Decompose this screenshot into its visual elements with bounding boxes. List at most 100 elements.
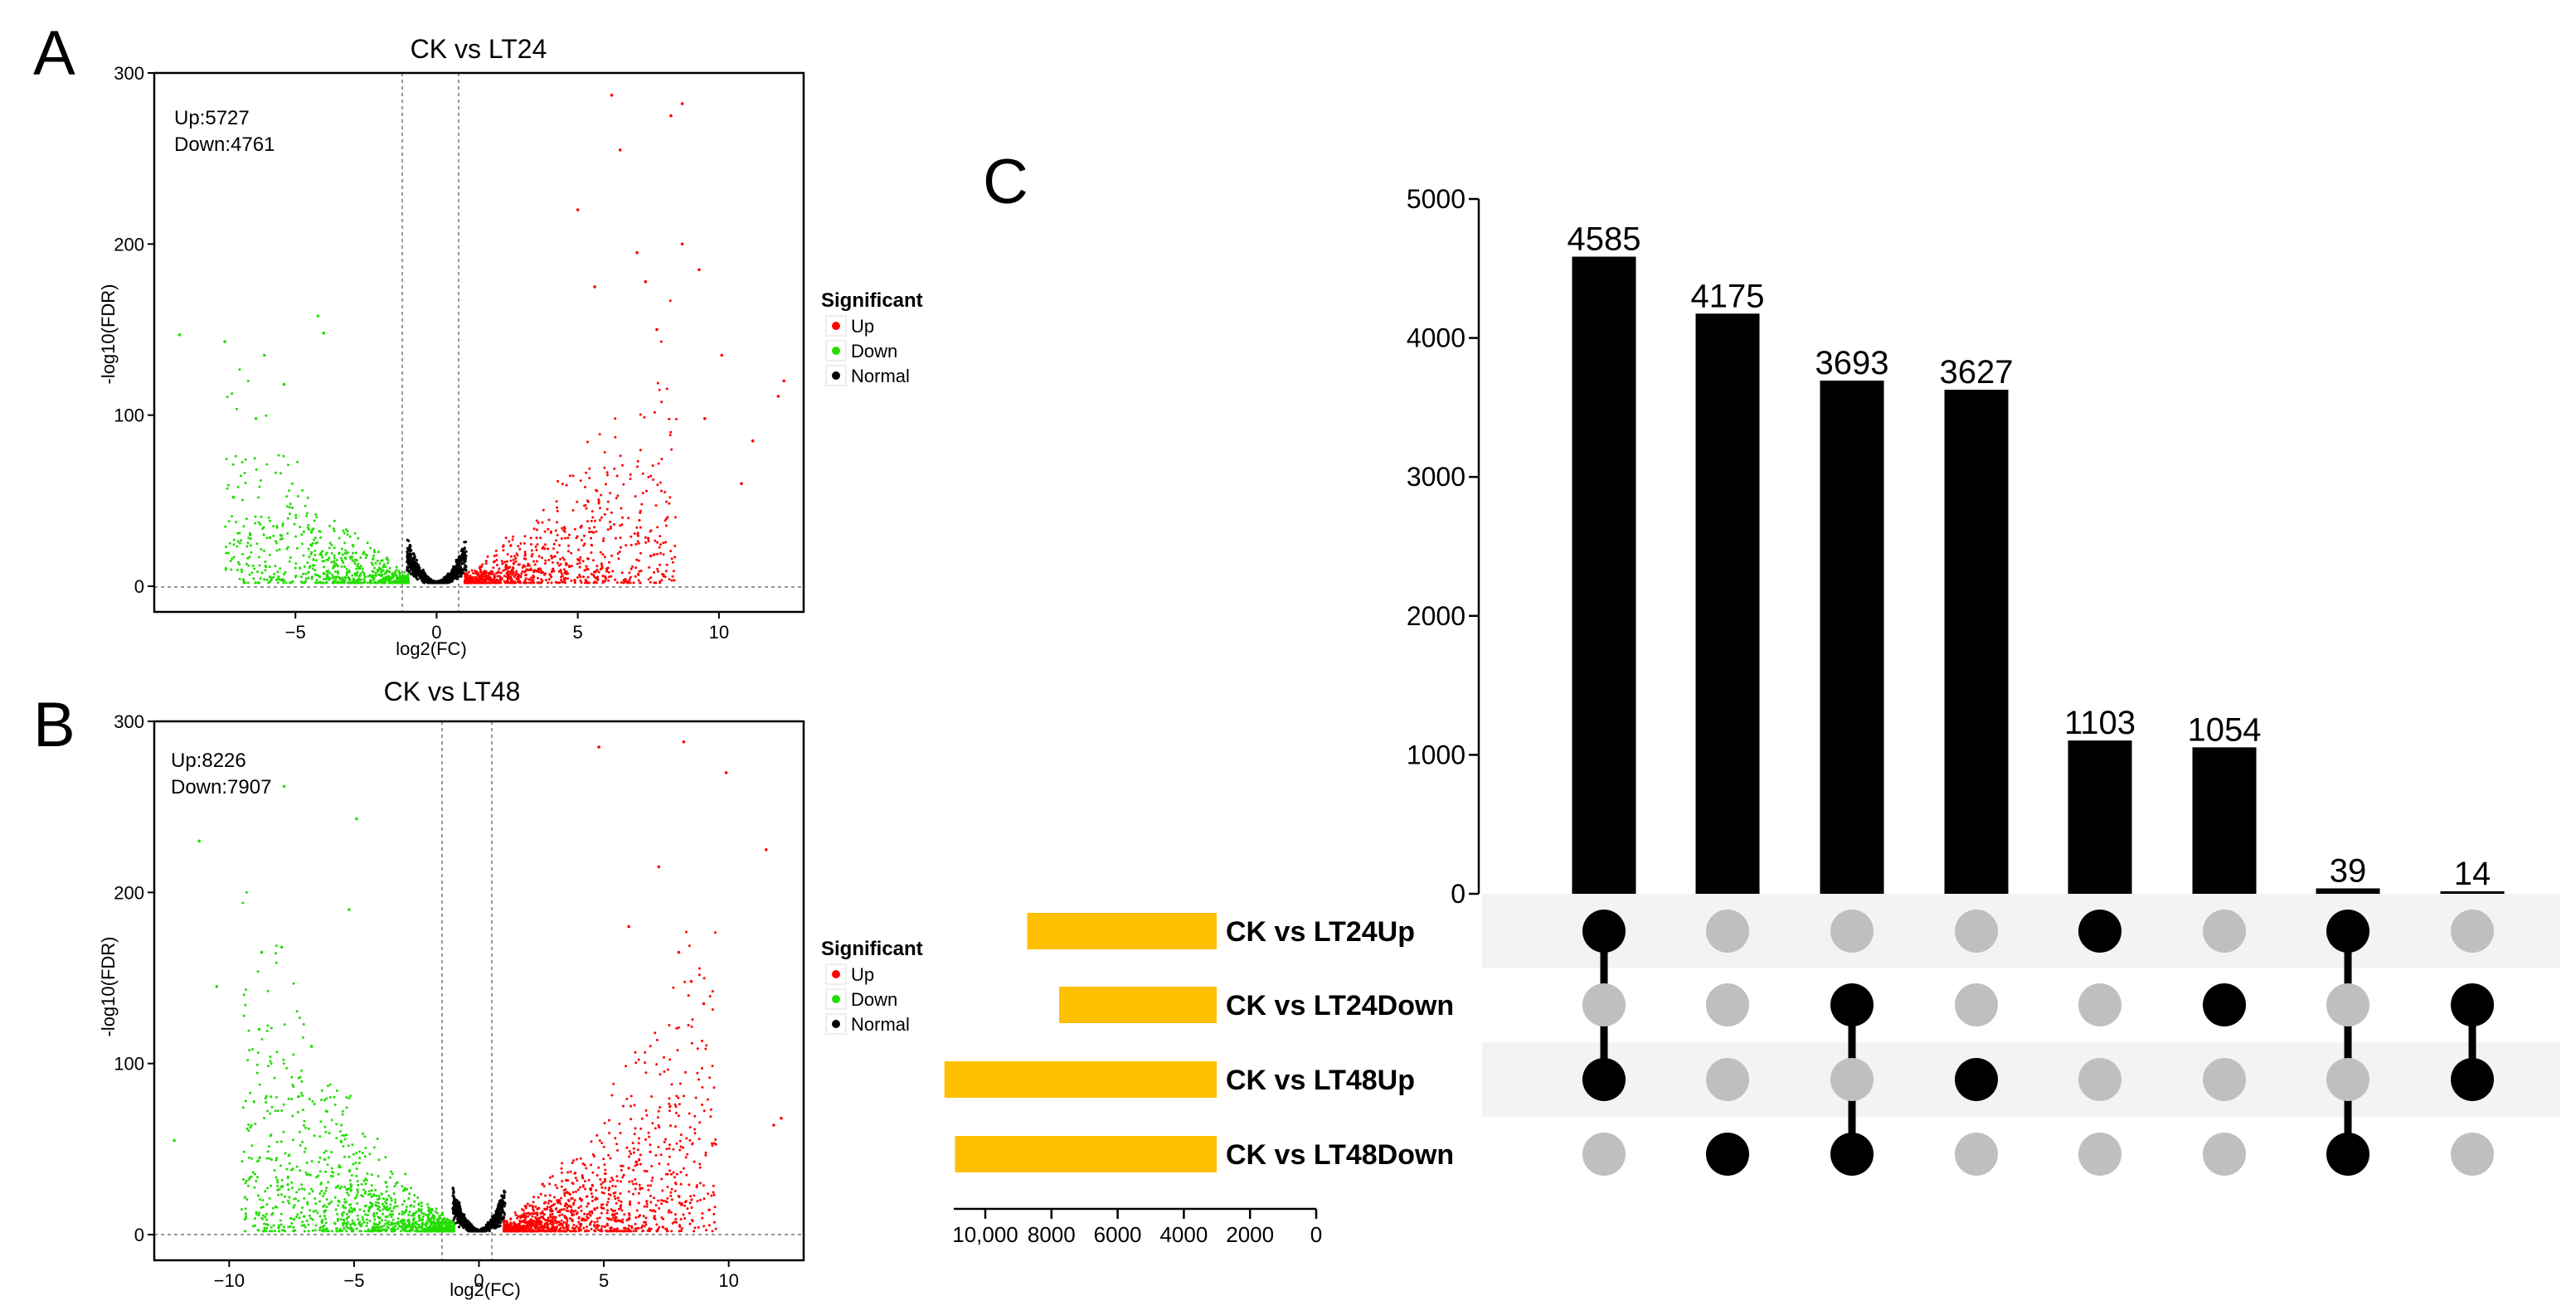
down-point (335, 559, 338, 561)
up-point (503, 575, 506, 578)
up-point (684, 1070, 687, 1074)
up-point (659, 1106, 662, 1109)
down-point (359, 565, 362, 568)
up-point (560, 1219, 563, 1222)
down-point (358, 578, 362, 581)
up-point (521, 570, 524, 573)
normal-point (453, 1216, 456, 1220)
up-point (593, 1155, 596, 1158)
up-point (655, 1063, 659, 1066)
down-point (366, 581, 369, 585)
up-point (498, 567, 501, 570)
down-point (369, 580, 372, 584)
up-point (708, 995, 712, 998)
up-point (502, 549, 505, 552)
up-point (526, 1202, 529, 1206)
down-point (287, 463, 289, 467)
normal-point (500, 1205, 503, 1208)
up-point (522, 564, 525, 567)
down-point (256, 970, 260, 973)
normal-point (414, 569, 417, 573)
down-point (266, 1150, 270, 1153)
down-point (275, 1140, 279, 1143)
down-point (352, 560, 356, 563)
up-point (654, 539, 657, 542)
down-point (381, 1219, 384, 1222)
normal-point (406, 568, 409, 571)
down-point (365, 1225, 368, 1227)
up-point (509, 575, 513, 579)
up-point (645, 1170, 649, 1173)
up-point (464, 580, 466, 583)
up-point (683, 1094, 685, 1098)
up-point (712, 1086, 716, 1089)
down-point (399, 580, 402, 582)
up-point (566, 550, 570, 553)
up-point (634, 1051, 637, 1054)
down-point (312, 1210, 315, 1213)
up-point (532, 1212, 535, 1216)
up-point (565, 1225, 568, 1229)
down-point (251, 1171, 255, 1174)
normal-point (483, 1228, 487, 1231)
up-point (507, 570, 509, 573)
up-point (590, 1163, 592, 1167)
up-point (586, 575, 590, 579)
legend-item-normal: Normal (825, 365, 910, 386)
down-point (262, 526, 265, 529)
up-point (607, 579, 610, 582)
down-point (240, 568, 243, 571)
up-point (560, 1185, 563, 1188)
up-point (682, 1146, 685, 1149)
up-point (674, 1213, 677, 1216)
down-point (401, 1213, 404, 1216)
down-point (336, 570, 339, 573)
up-point (658, 546, 661, 549)
up-point (702, 1197, 706, 1201)
down-point (225, 551, 228, 555)
up-point (531, 552, 534, 556)
normal-point (470, 1229, 474, 1232)
up-point (506, 553, 509, 556)
up-point (509, 559, 513, 562)
up-point (639, 512, 642, 514)
up-point (579, 575, 582, 579)
up-point (539, 536, 542, 540)
up-point (691, 1018, 694, 1021)
up-point (674, 418, 678, 420)
up-point (670, 1083, 673, 1086)
up-point (672, 986, 675, 989)
up-point (586, 1213, 589, 1216)
up-point (484, 579, 487, 582)
up-point (586, 1205, 589, 1208)
normal-point (460, 556, 464, 560)
down-point (236, 560, 240, 564)
up-point (561, 580, 565, 584)
up-point (617, 1199, 620, 1202)
down-point (333, 519, 336, 522)
up-point (604, 580, 607, 583)
up-point (637, 1058, 640, 1061)
down-point (290, 1075, 294, 1079)
up-point (588, 1211, 591, 1213)
up-point (634, 1187, 637, 1191)
up-point (522, 580, 526, 584)
up-point (627, 517, 630, 520)
down-point (380, 559, 383, 562)
down-point (323, 571, 325, 575)
up-point (612, 1082, 615, 1085)
down-point (280, 579, 284, 582)
normal-point (410, 569, 413, 572)
down-point (260, 571, 264, 575)
up-point (688, 944, 691, 948)
up-point (491, 570, 494, 574)
up-point (653, 410, 656, 414)
normal-point (457, 575, 460, 579)
normal-point (408, 562, 411, 565)
normal-point (497, 1214, 501, 1217)
up-point (532, 1201, 535, 1204)
up-point (572, 1159, 576, 1162)
up-point (620, 581, 623, 584)
up-point (668, 1147, 671, 1150)
up-point (620, 1209, 624, 1212)
